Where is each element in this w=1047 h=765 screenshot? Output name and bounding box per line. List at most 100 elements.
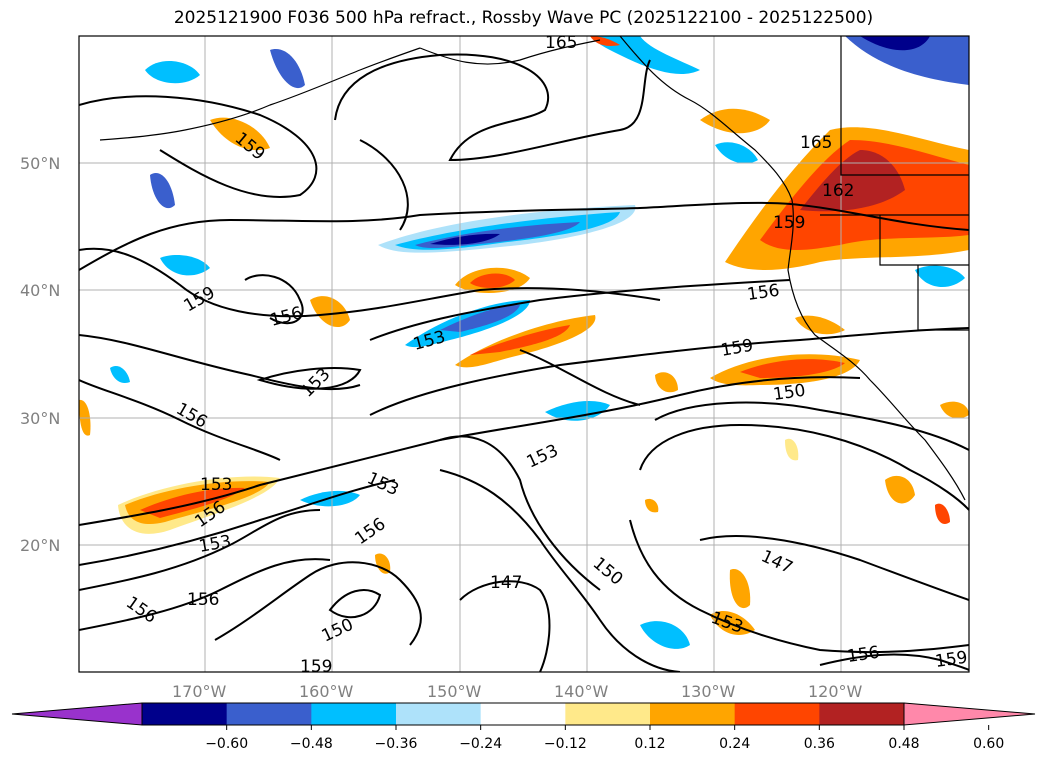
negative-anomaly-region — [110, 365, 130, 384]
colorbar-tick-label: −0.36 — [375, 736, 418, 752]
contour-label: 162 — [822, 181, 854, 201]
contour-line — [439, 469, 681, 672]
contour-line — [79, 509, 321, 591]
positive-anomaly-region — [590, 36, 620, 46]
colorbar-extend-high — [903, 702, 1036, 726]
colorbar: −0.60 −0.48 −0.36 −0.24 −0.12 0.12 0.24 0.36 0.4… — [11, 702, 1036, 752]
positive-anomaly-region — [470, 325, 570, 355]
lat-label-40n: 40°N — [20, 281, 60, 300]
contour-line — [328, 589, 382, 619]
contour-line — [214, 561, 422, 646]
contour-line — [439, 435, 601, 591]
colorbar-segment — [565, 703, 651, 725]
positive-anomaly-region — [210, 117, 270, 151]
lon-label-130w: 130°W — [681, 682, 736, 701]
colorbar-tick-label: 0.48 — [888, 736, 919, 752]
colorbar-tick-label: 0.24 — [719, 736, 750, 752]
positive-anomaly-region — [655, 372, 678, 393]
positive-anomaly-region — [935, 503, 950, 525]
positive-anomaly-region — [375, 553, 391, 574]
lat-label-30n: 30°N — [20, 409, 60, 428]
contour-label: 156 — [746, 281, 781, 305]
contour-line — [654, 401, 969, 451]
contour-line — [79, 247, 661, 318]
lon-label-160w: 160°W — [299, 682, 354, 701]
contour-label: 156 — [846, 643, 881, 667]
coastlines — [99, 36, 969, 501]
contour-line — [639, 423, 969, 511]
contour-line — [79, 479, 396, 566]
positive-anomaly-region — [729, 569, 751, 609]
contour-line — [79, 95, 318, 198]
contour-line — [459, 580, 551, 672]
negative-anomaly-region — [270, 49, 305, 89]
negative-anomaly-region — [160, 255, 210, 276]
positive-anomaly-region — [310, 296, 350, 328]
negative-anomaly-region — [915, 265, 965, 288]
positive-anomaly-region — [700, 108, 770, 134]
colorbar-segment — [650, 703, 736, 725]
positive-anomaly-region — [785, 438, 799, 461]
contour-line — [79, 201, 969, 271]
positive-anomaly-region — [940, 401, 969, 419]
negative-anomaly-region — [640, 621, 690, 649]
positive-anomaly-region — [795, 315, 845, 335]
positive-anomaly-region — [800, 150, 905, 212]
colorbar-segment — [480, 703, 566, 725]
lon-label-170w: 170°W — [172, 682, 227, 701]
colorbar-extend-low — [11, 702, 143, 726]
colorbar-segment — [311, 703, 397, 725]
contour-line — [334, 53, 651, 162]
colorbar-segment — [734, 703, 820, 725]
contour-label: 150 — [772, 381, 807, 405]
contour-line — [629, 519, 969, 654]
colorbar-tick-label: 0.36 — [804, 736, 835, 752]
map-frame — [78, 35, 970, 673]
contour-label: 165 — [800, 133, 832, 153]
negative-anomaly-region — [860, 36, 930, 51]
lon-label-140w: 140°W — [554, 682, 609, 701]
negative-anomaly-region — [150, 173, 175, 209]
negative-anomaly-region — [545, 400, 610, 421]
colorbar-segment — [142, 703, 228, 725]
contour-line — [79, 558, 331, 631]
contour-line — [244, 274, 304, 325]
longitude-labels: 170°W 160°W 150°W 140°W 130°W 120°W — [172, 682, 863, 701]
contour-label: 147 — [490, 573, 522, 593]
negative-anomaly-region — [715, 142, 758, 164]
contour-label: 156 — [187, 590, 219, 610]
colorbar-tick-label: −0.12 — [544, 736, 587, 752]
lon-label-150w: 150°W — [427, 682, 482, 701]
contour-line — [369, 279, 791, 341]
contour-line — [256, 367, 362, 390]
contour-label: 165 — [545, 33, 577, 53]
contour-line — [519, 349, 641, 406]
map-title: 2025121900 F036 500 hPa refract., Rossby… — [173, 8, 874, 28]
negative-anomaly-region — [590, 36, 700, 75]
positive-anomaly-region — [740, 359, 845, 378]
aleutian-islands — [99, 47, 421, 141]
contour-line — [359, 139, 409, 231]
colorbar-segment — [819, 703, 905, 725]
north-america-coast — [619, 36, 966, 501]
negative-anomaly-region — [845, 36, 969, 85]
border-lines — [840, 36, 969, 176]
colorbar-outline — [141, 702, 905, 726]
lon-label-120w: 120°W — [808, 682, 863, 701]
lat-label-50n: 50°N — [20, 154, 60, 173]
contour-label: 159 — [934, 648, 969, 672]
negative-anomaly-region — [430, 233, 500, 245]
lat-label-20n: 20°N — [20, 536, 60, 555]
colorbar-tick-label: −0.60 — [205, 736, 248, 752]
positive-anomaly-region — [470, 273, 515, 288]
colorbar-segment — [226, 703, 312, 725]
contour-line — [79, 379, 281, 461]
border-lines — [879, 215, 969, 266]
refractivity-contours — [79, 53, 969, 672]
positive-anomaly-region — [645, 498, 659, 513]
negative-anomaly-region — [145, 60, 200, 84]
colorbar-segment — [396, 703, 482, 725]
colorbar-tick-label: 0.12 — [634, 736, 665, 752]
contour-line — [369, 327, 969, 416]
